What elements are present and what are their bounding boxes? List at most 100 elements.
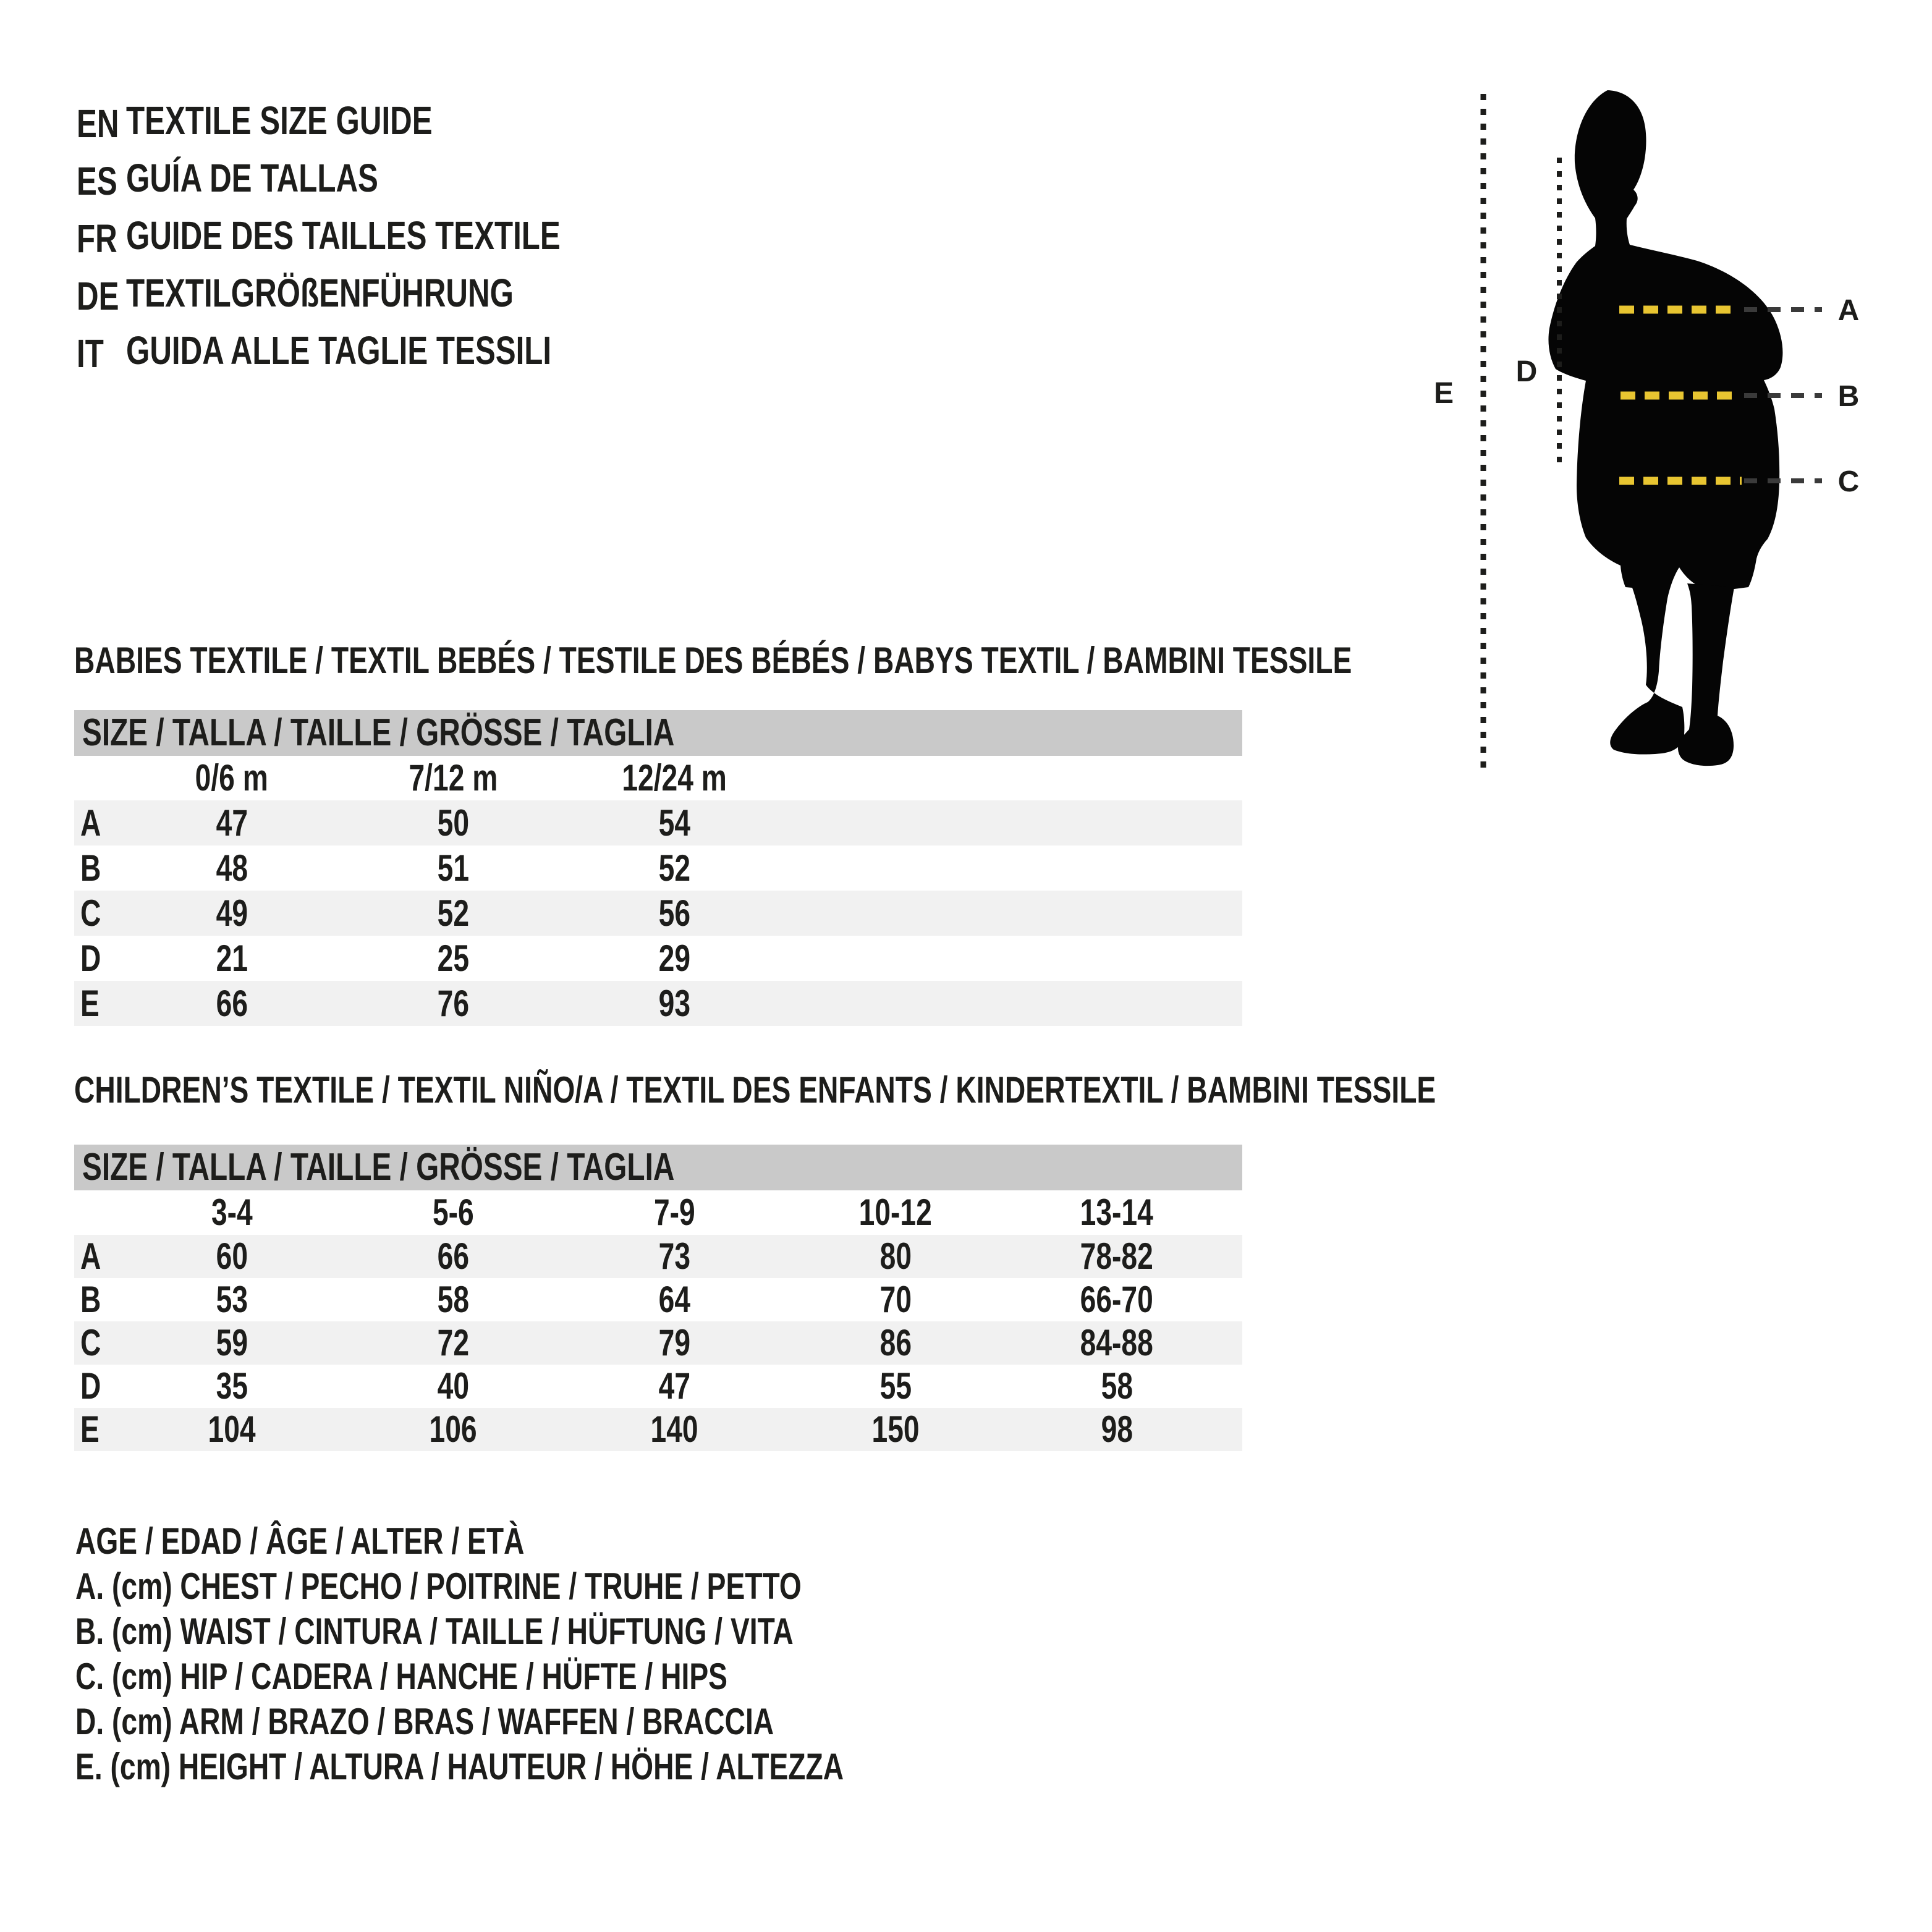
- value-cell-text: 106: [429, 1409, 477, 1450]
- value-cell: 25: [342, 936, 564, 981]
- figure-label-E: E: [1434, 377, 1454, 410]
- value-cell: 66: [342, 1235, 564, 1278]
- language-code: EN: [77, 101, 119, 146]
- value-cell-text: 48: [216, 847, 248, 889]
- value-cell: 54: [564, 800, 785, 845]
- legend-text: C. (cm) HIP / CADERA / HANCHE / HÜFTE / …: [75, 1656, 728, 1697]
- value-cell-text: 49: [216, 892, 248, 934]
- table-row-B: B 53 58 64 70 66-70: [74, 1278, 1242, 1321]
- value-cell: 98: [1006, 1408, 1227, 1451]
- row-label: B: [74, 845, 121, 891]
- value-cell-text: 86: [879, 1322, 912, 1363]
- value-cell-text: 58: [1101, 1365, 1133, 1407]
- section-heading-children-text: CHILDREN’S TEXTILE / TEXTIL NIÑO/A / TEX…: [74, 1069, 1436, 1111]
- table-row-C: C 49 52 56: [74, 891, 1242, 936]
- value-cell-text: 140: [650, 1409, 698, 1450]
- value-cell: 66: [121, 981, 342, 1026]
- value-cell: 59: [121, 1321, 342, 1365]
- value-cell-text: 93: [658, 982, 690, 1024]
- table-row-A: A 60 66 73 80 78-82: [74, 1235, 1242, 1278]
- value-cell: 76: [342, 981, 564, 1026]
- value-cell: 56: [564, 891, 785, 936]
- column-header-text: 10-12: [858, 1192, 933, 1233]
- value-cell: 70: [785, 1278, 1006, 1321]
- figure-label-A: A: [1838, 294, 1860, 327]
- value-cell-text: 40: [437, 1365, 469, 1407]
- value-cell-text: 21: [216, 937, 248, 979]
- value-cell: 84-88: [1006, 1321, 1227, 1365]
- value-cell-text: 66: [216, 982, 248, 1024]
- value-cell-text: 35: [216, 1365, 248, 1407]
- legend-line-waist: B. (cm) WAIST / CINTURA / TAILLE / HÜFTU…: [75, 1610, 1073, 1655]
- figure-label-D: D: [1516, 355, 1538, 388]
- column-header-text: 5-6: [432, 1192, 474, 1233]
- value-cell: 47: [121, 800, 342, 845]
- table-row-C: C 59 72 79 86 84-88: [74, 1321, 1242, 1365]
- legend-line-height: E. (cm) HEIGHT / ALTURA / HAUTEUR / HÖHE…: [75, 1745, 1073, 1790]
- value-cell-text: 50: [437, 802, 469, 844]
- value-cell: 78-82: [1006, 1235, 1227, 1278]
- figure-label-B: B: [1838, 380, 1860, 413]
- value-cell: 35: [121, 1365, 342, 1408]
- value-cell-text: 72: [437, 1322, 469, 1363]
- row-label: A: [74, 1235, 121, 1278]
- column-header-spacer: [74, 756, 121, 800]
- table-body: A 60 66 73 80 78-82 B 53 58 64 70 66-70 C 59 72 79 86 84-…: [74, 1235, 1242, 1451]
- row-label-text: C: [80, 1322, 101, 1363]
- column-header-text: 7/12 m: [409, 757, 498, 799]
- value-cell-text: 55: [879, 1365, 912, 1407]
- size-header-text: SIZE / TALLA / TAILLE / GRÖSSE / TAGLIA: [82, 711, 675, 754]
- measurement-legend: AGE / EDAD / ÂGE / ALTER / ETÀ A. (cm) C…: [75, 1520, 1073, 1790]
- value-cell-text: 76: [437, 982, 469, 1024]
- value-cell-text: 52: [437, 892, 469, 934]
- row-label-text: B: [80, 847, 101, 889]
- language-code: DE: [77, 274, 119, 318]
- guide-title-it: GUIDA ALLE TAGLIE TESSILI: [126, 328, 552, 373]
- value-cell: 86: [785, 1321, 1006, 1365]
- value-cell: 150: [785, 1408, 1006, 1451]
- value-cell: 49: [121, 891, 342, 936]
- guide-title-de: TEXTILGRÖßENFÜHRUNG: [126, 271, 514, 315]
- column-header: 12/24 m: [564, 756, 785, 800]
- value-cell-text: 70: [879, 1279, 912, 1320]
- column-header: 5-6: [342, 1190, 564, 1235]
- value-cell-text: 66-70: [1080, 1279, 1154, 1320]
- value-cell: 55: [785, 1365, 1006, 1408]
- value-cell: 104: [121, 1408, 342, 1451]
- row-label-text: B: [80, 1279, 101, 1320]
- value-cell-text: 54: [658, 802, 690, 844]
- legend-line-hip: C. (cm) HIP / CADERA / HANCHE / HÜFTE / …: [75, 1655, 1073, 1700]
- language-row-de: DE TEXTILGRÖßENFÜHRUNG: [77, 273, 690, 331]
- legend-text: B. (cm) WAIST / CINTURA / TAILLE / HÜFTU…: [75, 1611, 794, 1652]
- column-header-spacer: [74, 1190, 121, 1235]
- language-row-en: EN TEXTILE SIZE GUIDE: [77, 101, 690, 158]
- section-heading-children: CHILDREN’S TEXTILE / TEXTIL NIÑO/A / TEX…: [74, 1072, 1842, 1109]
- child-silhouette-right-leg: [1678, 583, 1734, 766]
- legend-text: A. (cm) CHEST / PECHO / POITRINE / TRUHE…: [75, 1566, 802, 1607]
- table-row-E: E 104 106 140 150 98: [74, 1408, 1242, 1451]
- table-row-A: A 47 50 54: [74, 800, 1242, 845]
- guide-title-fr: GUIDE DES TAILLES TEXTILE: [126, 213, 561, 258]
- column-header-row: 3-4 5-6 7-9 10-12 13-14: [74, 1190, 1242, 1235]
- value-cell: 64: [564, 1278, 785, 1321]
- column-header-text: 12/24 m: [622, 757, 727, 799]
- row-label: D: [74, 936, 121, 981]
- value-cell: 79: [564, 1321, 785, 1365]
- row-label: E: [74, 981, 121, 1026]
- row-label-text: A: [80, 1235, 101, 1277]
- row-label: E: [74, 1408, 121, 1451]
- table-row-D: D 21 25 29: [74, 936, 1242, 981]
- value-cell-text: 47: [658, 1365, 690, 1407]
- children-size-table: SIZE / TALLA / TAILLE / GRÖSSE / TAGLIA …: [74, 1145, 1242, 1451]
- language-code: ES: [77, 159, 117, 203]
- row-label-text: D: [80, 937, 101, 979]
- row-label-text: E: [80, 1409, 100, 1450]
- value-cell: 52: [564, 845, 785, 891]
- value-cell-text: 25: [437, 937, 469, 979]
- row-label: C: [74, 891, 121, 936]
- value-cell: 52: [342, 891, 564, 936]
- value-cell-text: 73: [658, 1235, 690, 1277]
- value-cell-text: 60: [216, 1235, 248, 1277]
- value-cell-text: 52: [658, 847, 690, 889]
- size-header-text: SIZE / TALLA / TAILLE / GRÖSSE / TAGLIA: [82, 1146, 675, 1188]
